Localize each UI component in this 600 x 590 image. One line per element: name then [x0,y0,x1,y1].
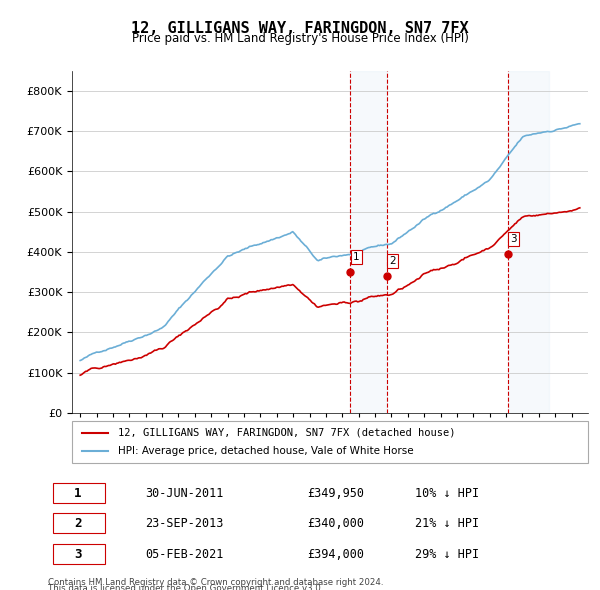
Text: 2: 2 [389,256,396,266]
Bar [508,71,548,413]
Text: £394,000: £394,000 [307,548,364,560]
Text: 1: 1 [353,252,359,262]
Text: 1: 1 [74,487,82,500]
Text: 12, GILLIGANS WAY, FARINGDON, SN7 7FX (detached house): 12, GILLIGANS WAY, FARINGDON, SN7 7FX (d… [118,428,456,438]
Text: This data is licensed under the Open Government Licence v3.0.: This data is licensed under the Open Gov… [48,584,323,590]
Text: 3: 3 [510,234,517,244]
FancyBboxPatch shape [53,544,104,564]
Bar [350,71,387,413]
Text: £349,950: £349,950 [307,487,364,500]
Text: 30-JUN-2011: 30-JUN-2011 [145,487,224,500]
Text: 05-FEB-2021: 05-FEB-2021 [145,548,224,560]
Text: 23-SEP-2013: 23-SEP-2013 [145,517,224,530]
Text: 3: 3 [74,548,82,560]
Text: 29% ↓ HPI: 29% ↓ HPI [415,548,479,560]
Text: Price paid vs. HM Land Registry's House Price Index (HPI): Price paid vs. HM Land Registry's House … [131,32,469,45]
FancyBboxPatch shape [53,513,104,533]
Text: 2: 2 [74,517,82,530]
Text: 12, GILLIGANS WAY, FARINGDON, SN7 7FX: 12, GILLIGANS WAY, FARINGDON, SN7 7FX [131,21,469,35]
Text: £340,000: £340,000 [307,517,364,530]
Text: Contains HM Land Registry data © Crown copyright and database right 2024.: Contains HM Land Registry data © Crown c… [48,578,383,587]
FancyBboxPatch shape [72,421,588,463]
FancyBboxPatch shape [53,483,104,503]
Text: HPI: Average price, detached house, Vale of White Horse: HPI: Average price, detached house, Vale… [118,446,414,456]
Text: 21% ↓ HPI: 21% ↓ HPI [415,517,479,530]
Text: 10% ↓ HPI: 10% ↓ HPI [415,487,479,500]
